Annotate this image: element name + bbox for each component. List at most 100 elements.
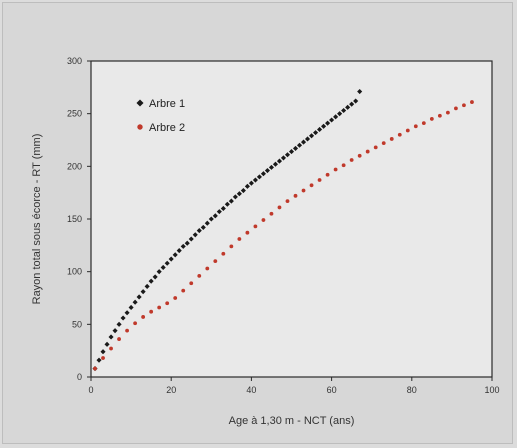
y-tick-label-0: 0 <box>77 372 82 382</box>
series-2-point-0 <box>93 366 97 371</box>
series-2-point-42 <box>429 117 434 121</box>
series-2-point-26 <box>301 188 306 193</box>
series-2-point-25 <box>293 193 298 198</box>
series-2-point-33 <box>357 153 362 158</box>
legend-label-1: Arbre 1 <box>149 98 185 110</box>
series-2-point-37 <box>389 137 394 141</box>
x-axis-label: Age à 1,30 m - NCT (ans) <box>229 415 355 427</box>
series-1-point-16 <box>156 269 162 275</box>
series-2-point-4 <box>125 328 129 333</box>
legend: Arbre 1 Arbre 2 <box>136 98 185 134</box>
series-1-point-29 <box>208 216 214 222</box>
series-2-point-15 <box>213 259 218 264</box>
series-1-point-49 <box>288 149 295 155</box>
x-tick-label-2: 40 <box>246 385 256 395</box>
series-1-point-40 <box>252 177 258 183</box>
series-1-point-14 <box>148 278 154 284</box>
series-2-point-17 <box>229 244 234 249</box>
axis-ticks: 0 20 40 60 80 100 0 50 100 150 200 250 300 <box>67 56 500 395</box>
series-1-point-55 <box>313 130 319 136</box>
series-1-point-56 <box>317 126 323 133</box>
series-1-point-51 <box>296 142 303 148</box>
series-1-point-46 <box>276 158 283 164</box>
series-2-point-47 <box>470 100 474 104</box>
series-2-point-11 <box>181 288 186 293</box>
series-2-point-27 <box>309 183 314 188</box>
series-2-point-20 <box>253 224 258 229</box>
series-2-point-34 <box>365 149 370 154</box>
legend-marker-2 <box>137 124 143 130</box>
series-2-point-36 <box>381 141 386 146</box>
legend-label-2: Arbre 2 <box>149 122 185 134</box>
series-2-point-35 <box>373 145 378 150</box>
series-1-point-6 <box>116 321 122 327</box>
x-tick-label-5: 100 <box>484 385 499 395</box>
series-1-point-24 <box>188 236 194 242</box>
series-1-point-63 <box>345 104 351 110</box>
series-2-point-23 <box>277 205 282 210</box>
series-1-point-23 <box>184 240 190 246</box>
series-1-point-15 <box>152 274 158 280</box>
series-1-point-54 <box>309 133 315 139</box>
series-2-point-8 <box>157 305 162 310</box>
series-1-point-45 <box>272 161 279 167</box>
series-2-point-2 <box>109 346 113 351</box>
x-tick-label-0: 0 <box>88 385 93 395</box>
series-2-point-30 <box>333 167 338 172</box>
series-1-point-37 <box>240 188 246 194</box>
series-1-point-9 <box>128 304 134 311</box>
series-1-point-57 <box>321 123 327 129</box>
y-axis-label: Rayon total sous écorce - RT (mm) <box>31 134 43 305</box>
series-2-point-40 <box>413 124 418 129</box>
series-1-point-42 <box>260 171 266 177</box>
series-2-point-22 <box>269 211 274 216</box>
x-tick-label-1: 20 <box>166 385 176 395</box>
series-1-point-65 <box>353 98 359 104</box>
series-1-point-21 <box>176 248 182 254</box>
series-2-point-7 <box>149 309 154 314</box>
series-1-point-36 <box>236 191 242 197</box>
series-1-point-32 <box>220 205 226 212</box>
series-1-point-25 <box>192 232 198 238</box>
series-2-point-29 <box>325 172 330 177</box>
series-1-point-26 <box>196 228 202 234</box>
series-2-point-5 <box>133 321 138 326</box>
series-2-point-39 <box>405 128 410 133</box>
series-1-point-38 <box>244 183 250 189</box>
y-tick-label-3: 150 <box>67 214 82 224</box>
series-1-point-48 <box>284 152 291 158</box>
series-1-point-27 <box>200 224 206 230</box>
x-tick-label-4: 80 <box>407 385 417 395</box>
series-1-point-19 <box>168 256 174 262</box>
series-1-point-28 <box>204 220 210 226</box>
series-2-point-13 <box>197 273 202 278</box>
legend-marker-1 <box>136 99 144 107</box>
series-1-point-33 <box>224 201 230 207</box>
series-1-point-20 <box>172 252 178 258</box>
series-1-point-47 <box>280 155 287 161</box>
series-1-point-2 <box>100 349 106 355</box>
data-points <box>92 89 474 372</box>
series-2-point-38 <box>397 132 402 137</box>
series-1-point-12 <box>140 289 146 295</box>
y-tick-label-4: 200 <box>67 161 82 171</box>
series-2-point-18 <box>237 237 242 241</box>
series-2-point-41 <box>421 121 426 126</box>
series-2-point-9 <box>165 301 170 306</box>
series-1-point-22 <box>180 243 186 249</box>
series-1-point-59 <box>329 117 335 123</box>
y-tick-label-2: 100 <box>67 267 82 277</box>
series-2-point-28 <box>317 178 322 182</box>
series-2-point-21 <box>261 218 266 222</box>
series-2-point-16 <box>221 251 226 256</box>
series-1-point-5 <box>112 328 118 334</box>
series-1-point-31 <box>216 209 222 215</box>
series-2-point-6 <box>141 315 146 319</box>
series-2-point-10 <box>173 296 178 300</box>
series-2-point-46 <box>462 103 466 108</box>
series-2-point-14 <box>205 266 210 271</box>
series-2-point-31 <box>341 163 346 168</box>
series-1-point-18 <box>164 260 170 266</box>
y-tick-label-6: 300 <box>67 56 82 66</box>
